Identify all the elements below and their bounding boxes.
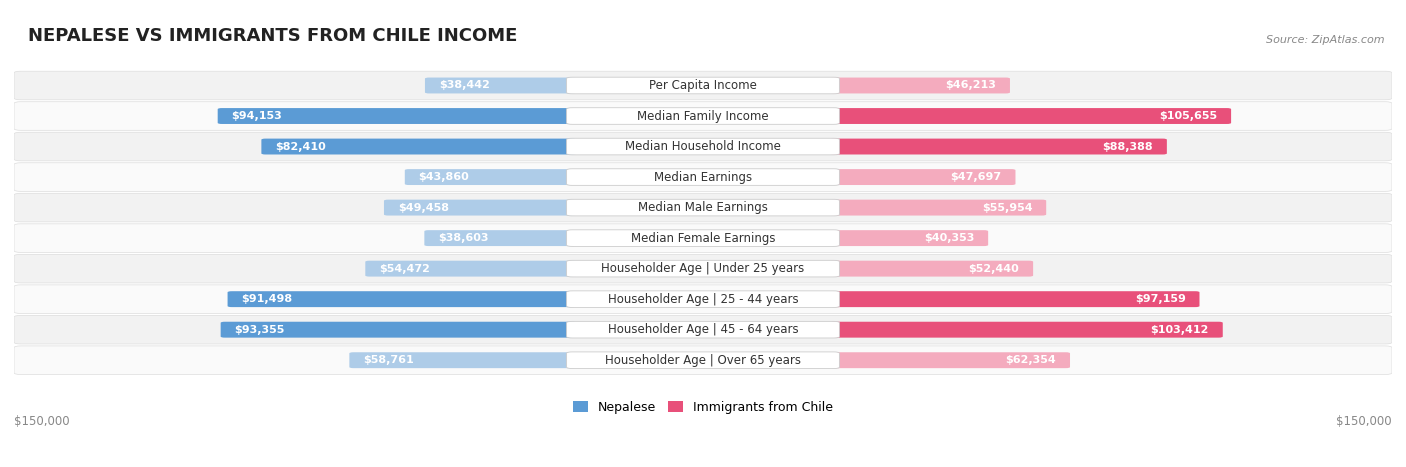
Text: $38,442: $38,442 [439,80,489,91]
Text: Householder Age | 45 - 64 years: Householder Age | 45 - 64 years [607,323,799,336]
FancyBboxPatch shape [567,260,839,277]
FancyBboxPatch shape [567,291,839,307]
FancyBboxPatch shape [14,102,1392,130]
Text: Median Male Earnings: Median Male Earnings [638,201,768,214]
Text: Median Family Income: Median Family Income [637,110,769,122]
FancyBboxPatch shape [262,139,576,155]
FancyBboxPatch shape [221,322,576,338]
FancyBboxPatch shape [830,230,988,246]
FancyBboxPatch shape [830,200,1046,216]
Text: $58,761: $58,761 [363,355,413,365]
FancyBboxPatch shape [384,200,576,216]
FancyBboxPatch shape [14,255,1392,283]
FancyBboxPatch shape [830,169,1015,185]
Text: Median Earnings: Median Earnings [654,170,752,184]
Text: $103,412: $103,412 [1150,325,1209,335]
Text: $47,697: $47,697 [950,172,1001,182]
Text: $150,000: $150,000 [14,415,70,427]
Text: Householder Age | Under 25 years: Householder Age | Under 25 years [602,262,804,275]
Text: Per Capita Income: Per Capita Income [650,79,756,92]
FancyBboxPatch shape [366,261,576,276]
Text: $43,860: $43,860 [419,172,470,182]
Text: $40,353: $40,353 [924,233,974,243]
FancyBboxPatch shape [830,78,1010,93]
FancyBboxPatch shape [405,169,576,185]
FancyBboxPatch shape [218,108,576,124]
FancyBboxPatch shape [228,291,576,307]
FancyBboxPatch shape [14,224,1392,252]
FancyBboxPatch shape [567,230,839,247]
Text: $49,458: $49,458 [398,203,449,212]
FancyBboxPatch shape [349,352,576,368]
Text: $105,655: $105,655 [1159,111,1218,121]
FancyBboxPatch shape [567,77,839,94]
FancyBboxPatch shape [830,352,1070,368]
FancyBboxPatch shape [567,169,839,185]
Text: $46,213: $46,213 [945,80,997,91]
FancyBboxPatch shape [830,139,1167,155]
FancyBboxPatch shape [14,132,1392,161]
FancyBboxPatch shape [567,138,839,155]
FancyBboxPatch shape [14,315,1392,344]
FancyBboxPatch shape [14,71,1392,100]
FancyBboxPatch shape [14,193,1392,222]
FancyBboxPatch shape [567,108,839,124]
Text: $55,954: $55,954 [981,203,1032,212]
FancyBboxPatch shape [14,285,1392,313]
Text: $93,355: $93,355 [235,325,285,335]
Text: Householder Age | Over 65 years: Householder Age | Over 65 years [605,354,801,367]
FancyBboxPatch shape [567,199,839,216]
Text: $94,153: $94,153 [232,111,283,121]
FancyBboxPatch shape [567,352,839,368]
Text: $54,472: $54,472 [380,264,430,274]
FancyBboxPatch shape [425,78,576,93]
Text: $62,354: $62,354 [1005,355,1056,365]
Text: Source: ZipAtlas.com: Source: ZipAtlas.com [1267,35,1385,45]
FancyBboxPatch shape [830,322,1223,338]
Legend: Nepalese, Immigrants from Chile: Nepalese, Immigrants from Chile [568,396,838,419]
Text: Median Female Earnings: Median Female Earnings [631,232,775,245]
Text: $150,000: $150,000 [1336,415,1392,427]
Text: NEPALESE VS IMMIGRANTS FROM CHILE INCOME: NEPALESE VS IMMIGRANTS FROM CHILE INCOME [28,28,517,45]
FancyBboxPatch shape [14,346,1392,375]
FancyBboxPatch shape [830,261,1033,276]
Text: $88,388: $88,388 [1102,142,1153,152]
FancyBboxPatch shape [830,108,1232,124]
FancyBboxPatch shape [14,163,1392,191]
Text: Median Household Income: Median Household Income [626,140,780,153]
Text: Householder Age | 25 - 44 years: Householder Age | 25 - 44 years [607,293,799,306]
FancyBboxPatch shape [425,230,576,246]
FancyBboxPatch shape [567,321,839,338]
FancyBboxPatch shape [830,291,1199,307]
Text: $52,440: $52,440 [969,264,1019,274]
Text: $91,498: $91,498 [242,294,292,304]
Text: $82,410: $82,410 [276,142,326,152]
Text: $38,603: $38,603 [439,233,489,243]
Text: $97,159: $97,159 [1135,294,1185,304]
